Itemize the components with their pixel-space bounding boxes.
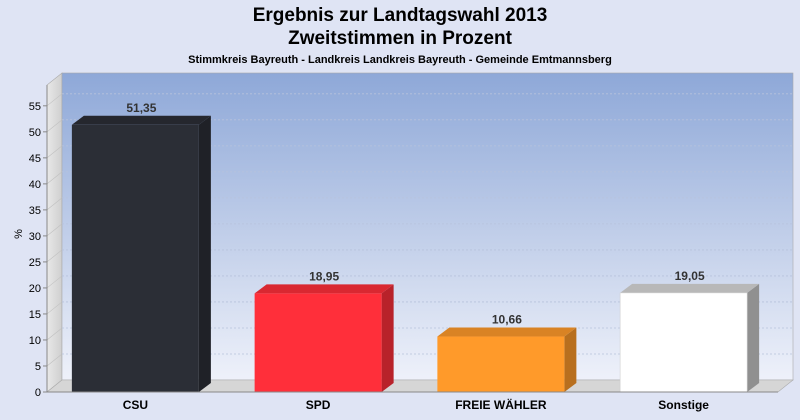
grid-line-wall: [46, 171, 63, 185]
y-tick-label: 25: [29, 257, 41, 269]
grid-line-wall: [46, 223, 63, 237]
bars: [71, 115, 760, 393]
bar-freie-w-hler: [437, 336, 565, 392]
x-tick-label: SPD: [306, 398, 331, 412]
y-tick-label: 5: [35, 361, 41, 373]
chart-subtitle: Zweitstimmen in Prozent: [288, 28, 512, 49]
bar-sonstige: [619, 292, 748, 393]
grid-line-wall: [46, 197, 63, 211]
data-label: 10,66: [492, 313, 522, 327]
bar-csu: [71, 124, 199, 392]
bar-spd: [254, 293, 382, 392]
bar-side: [198, 115, 211, 392]
bar-top: [437, 327, 577, 337]
y-axis: 0 5 10 15 20 25 30 35 40 45 50 55: [29, 85, 48, 399]
y-tick-label: 20: [29, 283, 41, 295]
grid-line-wall: [46, 275, 63, 289]
bar-top: [254, 284, 394, 294]
bar-side: [381, 284, 394, 392]
y-tick-label: 55: [29, 101, 41, 113]
y-tick-label: 35: [29, 205, 41, 217]
grid-line-wall: [46, 93, 63, 107]
y-tick-label: 45: [29, 153, 41, 165]
data-label: 51,35: [126, 101, 156, 115]
left-wall: [46, 72, 63, 393]
grid-line-wall: [46, 301, 63, 315]
chart-titles: Ergebnis zur Landtagswahl 2013 Zweitstim…: [0, 4, 800, 66]
data-label: 18,95: [309, 269, 339, 283]
bar-side: [564, 327, 577, 392]
data-labels: 51,35 18,95 10,66 19,05: [126, 101, 705, 327]
y-tick-label: 10: [29, 335, 41, 347]
x-tick-label: CSU: [123, 398, 148, 412]
bar-side: [747, 283, 760, 392]
data-label: 19,05: [675, 269, 705, 283]
y-tick-label: 40: [29, 179, 41, 191]
grid-line-wall: [46, 119, 63, 133]
grid-line-wall: [46, 327, 63, 341]
chart-title: Ergebnis zur Landtagswahl 2013: [252, 5, 548, 26]
y-axis-label: %: [13, 229, 25, 239]
bar-top: [71, 115, 211, 125]
y-tick-label: 0: [35, 387, 41, 399]
grid-line-wall: [46, 249, 63, 263]
bar-top: [620, 283, 760, 293]
y-tick-label: 50: [29, 127, 41, 139]
x-tick-label: Sonstige: [658, 398, 709, 412]
x-tick-label: FREIE WÄHLER: [455, 397, 547, 412]
y-tick-label: 30: [29, 231, 41, 243]
x-axis: CSU SPD FREIE WÄHLER Sonstige: [47, 391, 778, 412]
y-tick-label: 15: [29, 309, 41, 321]
chart-caption: Stimmkreis Bayreuth - Landkreis Landkrei…: [188, 54, 612, 66]
grid-line-wall: [46, 353, 63, 367]
grid-line-wall: [46, 145, 63, 159]
